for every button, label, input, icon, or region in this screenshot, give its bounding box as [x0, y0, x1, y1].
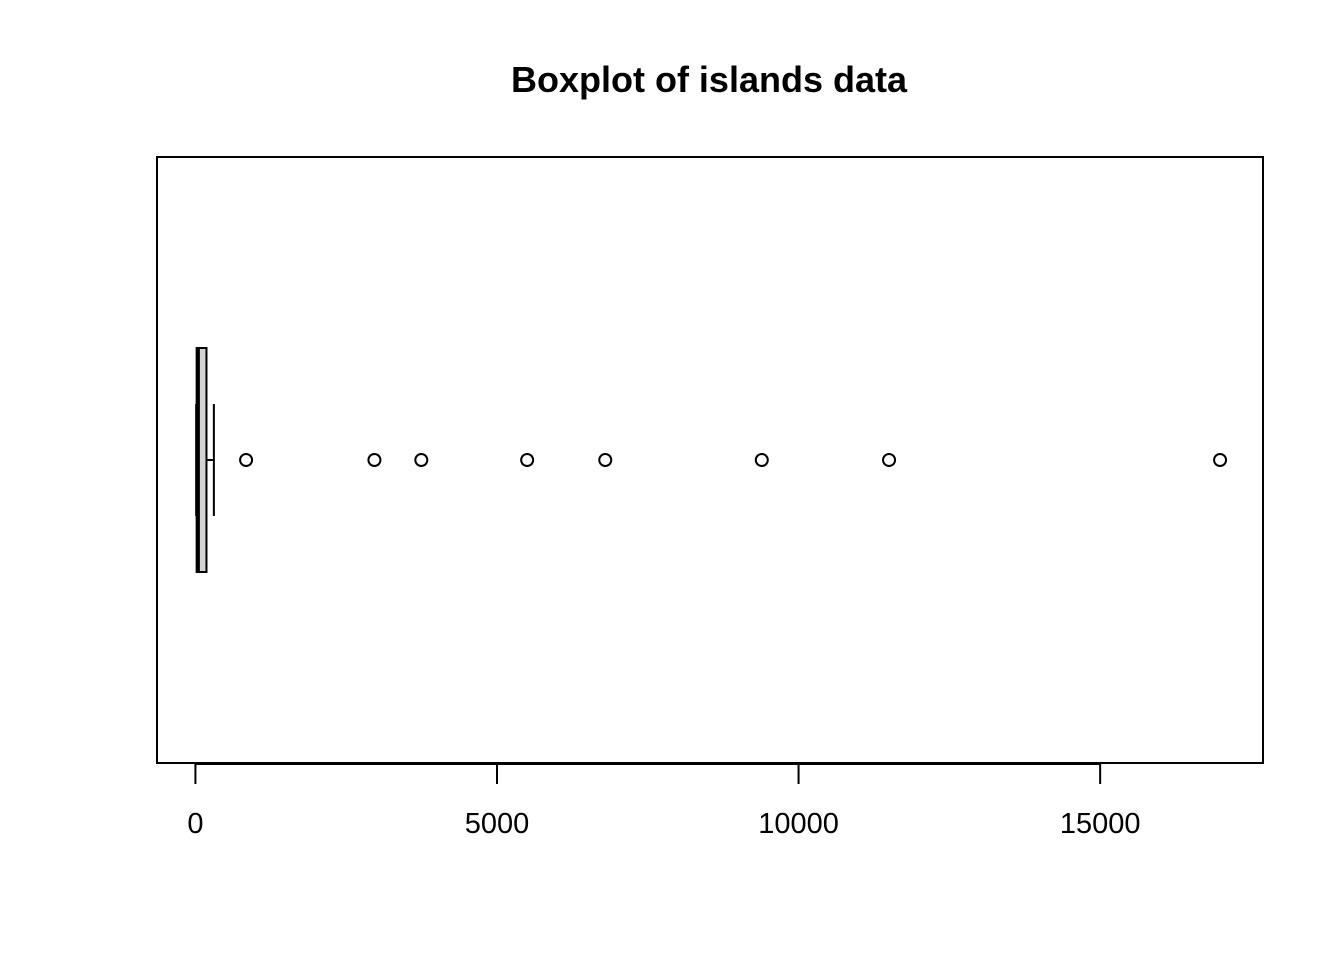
outlier-point	[1213, 453, 1228, 467]
outlier-point	[414, 453, 429, 467]
x-tick-label: 5000	[465, 808, 530, 840]
x-tick-label: 0	[187, 808, 203, 840]
x-tick-label: 10000	[758, 808, 839, 840]
outlier-point	[882, 453, 897, 467]
x-axis: 0 5000 10000 15000	[187, 763, 1141, 840]
chart-marks	[195, 347, 1228, 573]
outlier-point	[367, 453, 382, 467]
chart-title: Boxplot of islands data	[511, 59, 908, 100]
outlier-point	[239, 453, 254, 467]
plot-frame	[156, 156, 1264, 764]
outlier-point	[598, 453, 613, 467]
x-tick-label: 15000	[1060, 808, 1141, 840]
outlier-point	[754, 453, 769, 467]
outlier-point	[520, 453, 535, 467]
